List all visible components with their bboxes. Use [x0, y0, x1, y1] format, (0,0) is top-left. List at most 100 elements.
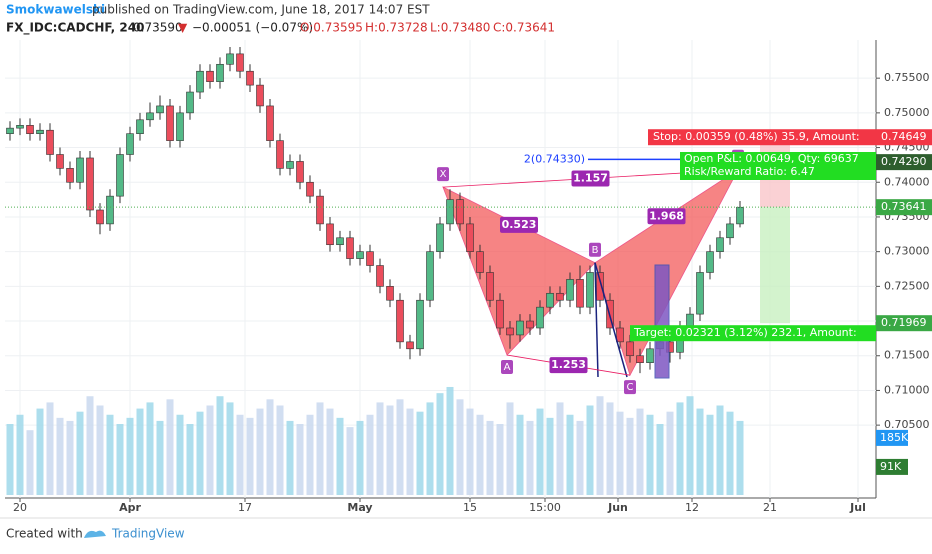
candle-body [696, 272, 704, 315]
target-text: Target: 0.02321 (3.12%) 232.1, Amount: [633, 326, 857, 339]
candle-body [736, 206, 744, 225]
ratio-box [549, 357, 588, 374]
candle-body [446, 199, 454, 225]
brand-logo [84, 530, 106, 538]
candle-body [186, 91, 194, 114]
candle-body [566, 279, 574, 301]
volume-bar [626, 417, 634, 495]
candle-body [526, 320, 534, 329]
candle-body [376, 265, 384, 287]
candle-body [626, 341, 634, 357]
volume-bar [436, 393, 444, 495]
ratio-label: 1.253 [551, 358, 586, 371]
candle-body [226, 53, 234, 65]
volume-bar [86, 396, 94, 495]
candle-body [536, 306, 544, 329]
y-tick-label: 0.70500 [884, 418, 930, 431]
volume-bar [166, 399, 174, 495]
volume-bar [376, 402, 384, 495]
level-price-tag [876, 154, 932, 171]
candle-body [646, 348, 654, 363]
volume-bar [556, 402, 564, 495]
volume-tag [876, 458, 908, 475]
candle-body [486, 272, 494, 301]
volume-tag [876, 429, 908, 446]
candle-body [556, 292, 564, 301]
ohlc-close: C:0.73641 [493, 21, 555, 35]
volume-bar [476, 414, 484, 495]
volume-bar [456, 399, 464, 495]
candle-body [126, 133, 134, 155]
x-tick-label: 21 [763, 501, 777, 514]
volume-bar [286, 420, 294, 495]
ratio-box [571, 170, 610, 187]
x-tick-label: Jun [607, 501, 628, 514]
volume-bar [176, 414, 184, 495]
x-tick-label: 17 [238, 501, 252, 514]
volume-bar [226, 402, 234, 495]
candle-body [76, 157, 84, 183]
volume-bar [306, 414, 314, 495]
candle-body [116, 154, 124, 197]
x-tick-label: 15 [463, 501, 477, 514]
y-tick-label: 0.71000 [884, 383, 930, 396]
volume-bar [16, 414, 24, 495]
last-price-tag [876, 199, 932, 216]
volume-bar [136, 408, 144, 495]
volume-bar [76, 411, 84, 495]
stop-price-tag [876, 129, 932, 146]
volume-bar [636, 408, 644, 495]
candle-body [516, 320, 524, 336]
candle-body [56, 154, 64, 169]
candle-body [266, 105, 274, 141]
candle-body [326, 223, 334, 246]
volume-bar [206, 405, 214, 495]
volume-bar [96, 405, 104, 495]
candle-body [36, 129, 44, 134]
volume-bar [546, 417, 554, 495]
candle-body [6, 127, 14, 134]
x-tick-label: 20 [13, 501, 27, 514]
candle-body [586, 272, 594, 308]
y-tick-label: 0.75500 [884, 71, 930, 84]
volume-bar [526, 420, 534, 495]
point-badge [437, 167, 449, 182]
volume-bar [216, 396, 224, 495]
volume-bar [6, 424, 14, 495]
y-tick-label: 0.74000 [884, 175, 930, 188]
candle-body [366, 251, 374, 266]
pl-box [680, 152, 876, 180]
volume-label: 91K [880, 460, 902, 473]
volume-bar [646, 414, 654, 495]
y-tick-label: 0.71500 [884, 349, 930, 362]
ratio-label: 1.968 [649, 209, 684, 222]
candle-body [316, 195, 324, 225]
candle-body [706, 251, 714, 273]
x-tick-label: 15:00 [529, 501, 561, 514]
volume-bar [536, 408, 544, 495]
candle-body [576, 279, 584, 308]
point-label: B [592, 245, 599, 256]
y-tick-label: 0.75000 [884, 106, 930, 119]
change: −0.00051 (−0.07%) [192, 21, 313, 35]
volume-bar [596, 396, 604, 495]
volume-bar [736, 420, 744, 495]
ratio-label: 1.157 [573, 171, 608, 184]
volume-bar [366, 414, 374, 495]
candle-body [716, 237, 724, 252]
candle-body [466, 223, 474, 252]
volume-bar [356, 420, 364, 495]
ohlc-open: O:0.73595 [300, 21, 363, 35]
candle-body [86, 157, 94, 211]
published: published on TradingView.com, June 18, 2… [92, 3, 430, 17]
candle-body [336, 237, 344, 246]
candle-body [346, 237, 354, 259]
volume-bar [396, 399, 404, 495]
volume-bar [416, 411, 424, 495]
candle-body [66, 168, 74, 183]
candle-body [46, 129, 54, 155]
volume-bar [196, 411, 204, 495]
volume-bar [506, 402, 514, 495]
